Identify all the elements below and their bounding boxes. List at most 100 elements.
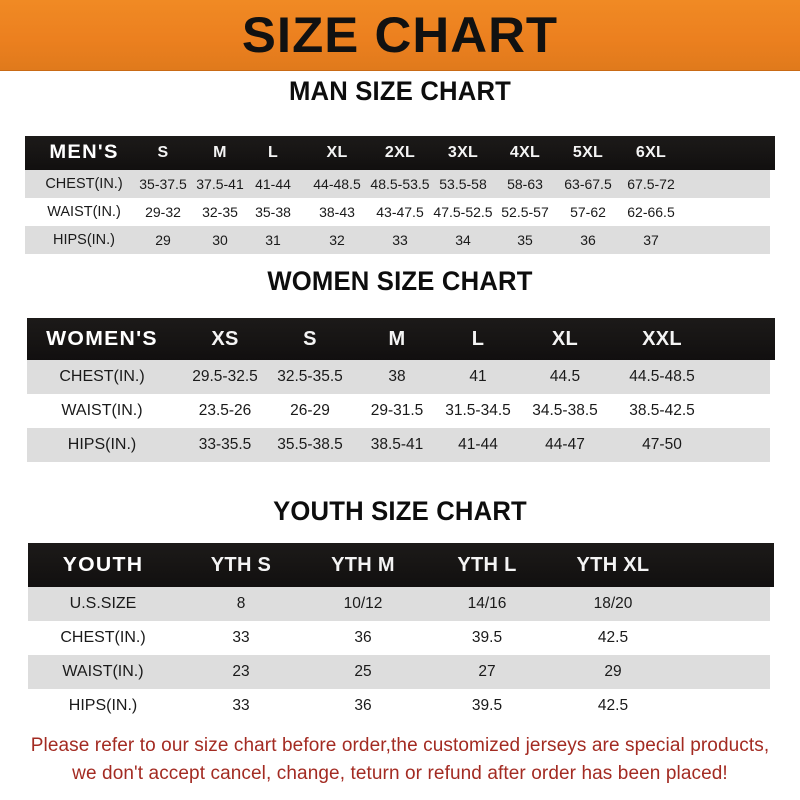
men-table-header-row: MEN'S S M L XL 2XL 3XL 4XL 5XL 6XL xyxy=(25,136,775,170)
women-column-header: L xyxy=(471,327,485,350)
youth-column-header: YTH L xyxy=(457,553,517,576)
banner: SIZE CHART xyxy=(0,0,800,71)
row-label: CHEST(IN.) xyxy=(59,368,145,385)
cell-value: 43-47.5 xyxy=(376,204,424,220)
table-row: HIPS(IN.) 33-35.5 35.5-38.5 38.5-41 41-44 44-… xyxy=(27,428,770,462)
cell-value: 44.5 xyxy=(549,368,581,385)
row-label: CHEST(IN.) xyxy=(45,176,123,192)
cell-value: 33 xyxy=(232,629,250,646)
cell-value: 38 xyxy=(388,368,406,385)
cell-value: 31.5-34.5 xyxy=(445,402,511,419)
cell-value: 32.5-35.5 xyxy=(277,368,343,385)
cell-value: 32-35 xyxy=(202,204,238,220)
row-label: WAIST(IN.) xyxy=(47,204,121,220)
women-column-header: XXL xyxy=(642,327,682,350)
cell-value: 34.5-38.5 xyxy=(532,402,598,419)
cell-value: 35.5-38.5 xyxy=(277,436,343,453)
cell-value: 29 xyxy=(604,663,622,680)
cell-value: 14/16 xyxy=(467,595,507,612)
row-label: HIPS(IN.) xyxy=(68,697,138,714)
men-column-header: 5XL xyxy=(572,144,604,161)
table-row: WAIST(IN.) 23 25 27 29 xyxy=(28,655,770,689)
women-section-heading: WOMEN SIZE CHART xyxy=(267,266,533,296)
cell-value: 63-67.5 xyxy=(564,176,612,192)
row-label: CHEST(IN.) xyxy=(60,629,146,646)
cell-value: 30 xyxy=(212,232,228,248)
cell-value: 23.5-26 xyxy=(198,402,252,419)
cell-value: 44-47 xyxy=(545,436,585,453)
cell-value: 41-44 xyxy=(255,176,291,192)
footer-note: Please refer to our size chart before or… xyxy=(0,732,800,788)
women-corner-label: WOMEN'S xyxy=(46,327,158,350)
footer-note-line-1: Please refer to our size chart before or… xyxy=(30,735,770,756)
men-column-header: 3XL xyxy=(447,144,479,161)
table-row: HIPS(IN.) 29 30 31 32 33 34 35 36 37 xyxy=(25,226,770,254)
men-column-header: M xyxy=(213,144,227,161)
cell-value: 58-63 xyxy=(507,176,543,192)
table-row: WAIST(IN.) 23.5-26 26-29 29-31.5 31.5-34.5 34… xyxy=(27,394,770,428)
cell-value: 26-29 xyxy=(290,402,330,419)
cell-value: 38.5-41 xyxy=(370,436,424,453)
footer-note-line-2: we don't accept cancel, change, teturn o… xyxy=(72,763,728,784)
cell-value: 34 xyxy=(455,232,471,248)
cell-value: 33-35.5 xyxy=(198,436,252,453)
men-column-header: XL xyxy=(326,144,348,161)
cell-value: 37 xyxy=(643,232,659,248)
table-row: CHEST(IN.) 33 36 39.5 42.5 xyxy=(28,621,770,655)
cell-value: 41-44 xyxy=(458,436,498,453)
cell-value: 36 xyxy=(580,232,596,248)
women-table-header-row: WOMEN'S XS S M L XL XXL xyxy=(27,318,775,360)
youth-column-header: YTH M xyxy=(331,553,395,576)
men-column-header: 6XL xyxy=(635,144,667,161)
cell-value: 38.5-42.5 xyxy=(629,402,695,419)
cell-value: 35-37.5 xyxy=(139,176,187,192)
cell-value: 8 xyxy=(236,595,246,612)
table-row: WAIST(IN.) 29-32 32-35 35-38 38-43 43-47.5 47.… xyxy=(25,198,770,226)
row-label: WAIST(IN.) xyxy=(61,402,143,419)
men-column-header: 4XL xyxy=(509,144,541,161)
cell-value: 39.5 xyxy=(471,697,503,714)
cell-value: 36 xyxy=(354,697,372,714)
cell-value: 41 xyxy=(469,368,487,385)
row-label: HIPS(IN.) xyxy=(67,436,137,453)
table-row: HIPS(IN.) 33 36 39.5 42.5 xyxy=(28,689,770,723)
cell-value: 23 xyxy=(232,663,250,680)
women-size-table: WOMEN'S XS S M L XL XXL CHEST(IN.) 29.5-32.5 32.5… xyxy=(27,318,775,462)
women-column-header: XL xyxy=(551,327,579,350)
cell-value: 29-31.5 xyxy=(370,402,424,419)
men-column-header: S xyxy=(157,144,169,161)
cell-value: 42.5 xyxy=(597,697,629,714)
cell-value: 67.5-72 xyxy=(627,176,675,192)
table-row: CHEST(IN.) 29.5-32.5 32.5-35.5 38 41 44.5 44.5… xyxy=(27,360,770,394)
row-label: WAIST(IN.) xyxy=(62,663,144,680)
cell-value: 57-62 xyxy=(570,204,606,220)
men-size-table: MEN'S S M L XL 2XL 3XL 4XL 5XL 6XL CHEST(IN.) 35-37… xyxy=(25,136,775,254)
youth-table-header-row: YOUTH YTH S YTH M YTH L YTH XL xyxy=(28,543,774,587)
cell-value: 32 xyxy=(329,232,345,248)
cell-value: 48.5-53.5 xyxy=(370,176,430,192)
youth-size-table: YOUTH YTH S YTH M YTH L YTH XL U.S.SIZE 8 10/12… xyxy=(28,543,774,723)
women-column-header: S xyxy=(303,327,317,350)
row-label: HIPS(IN.) xyxy=(52,232,116,248)
cell-value: 36 xyxy=(354,629,372,646)
men-column-header: L xyxy=(267,144,279,161)
row-label: U.S.SIZE xyxy=(69,595,137,612)
youth-column-header: YTH S xyxy=(210,553,272,576)
cell-value: 42.5 xyxy=(597,629,629,646)
youth-column-header: YTH XL xyxy=(576,553,650,576)
cell-value: 37.5-41 xyxy=(196,176,244,192)
cell-value: 33 xyxy=(392,232,408,248)
cell-value: 29 xyxy=(155,232,171,248)
table-row: CHEST(IN.) 35-37.5 37.5-41 41-44 44-48.5 48.5… xyxy=(25,170,770,198)
women-column-header: M xyxy=(388,327,406,350)
cell-value: 38-43 xyxy=(319,204,355,220)
women-column-header: XS xyxy=(211,327,239,350)
men-column-header: 2XL xyxy=(384,144,416,161)
cell-value: 53.5-58 xyxy=(439,176,487,192)
cell-value: 29.5-32.5 xyxy=(192,368,258,385)
cell-value: 35 xyxy=(517,232,533,248)
cell-value: 10/12 xyxy=(343,595,383,612)
cell-value: 44.5-48.5 xyxy=(629,368,695,385)
cell-value: 29-32 xyxy=(145,204,181,220)
